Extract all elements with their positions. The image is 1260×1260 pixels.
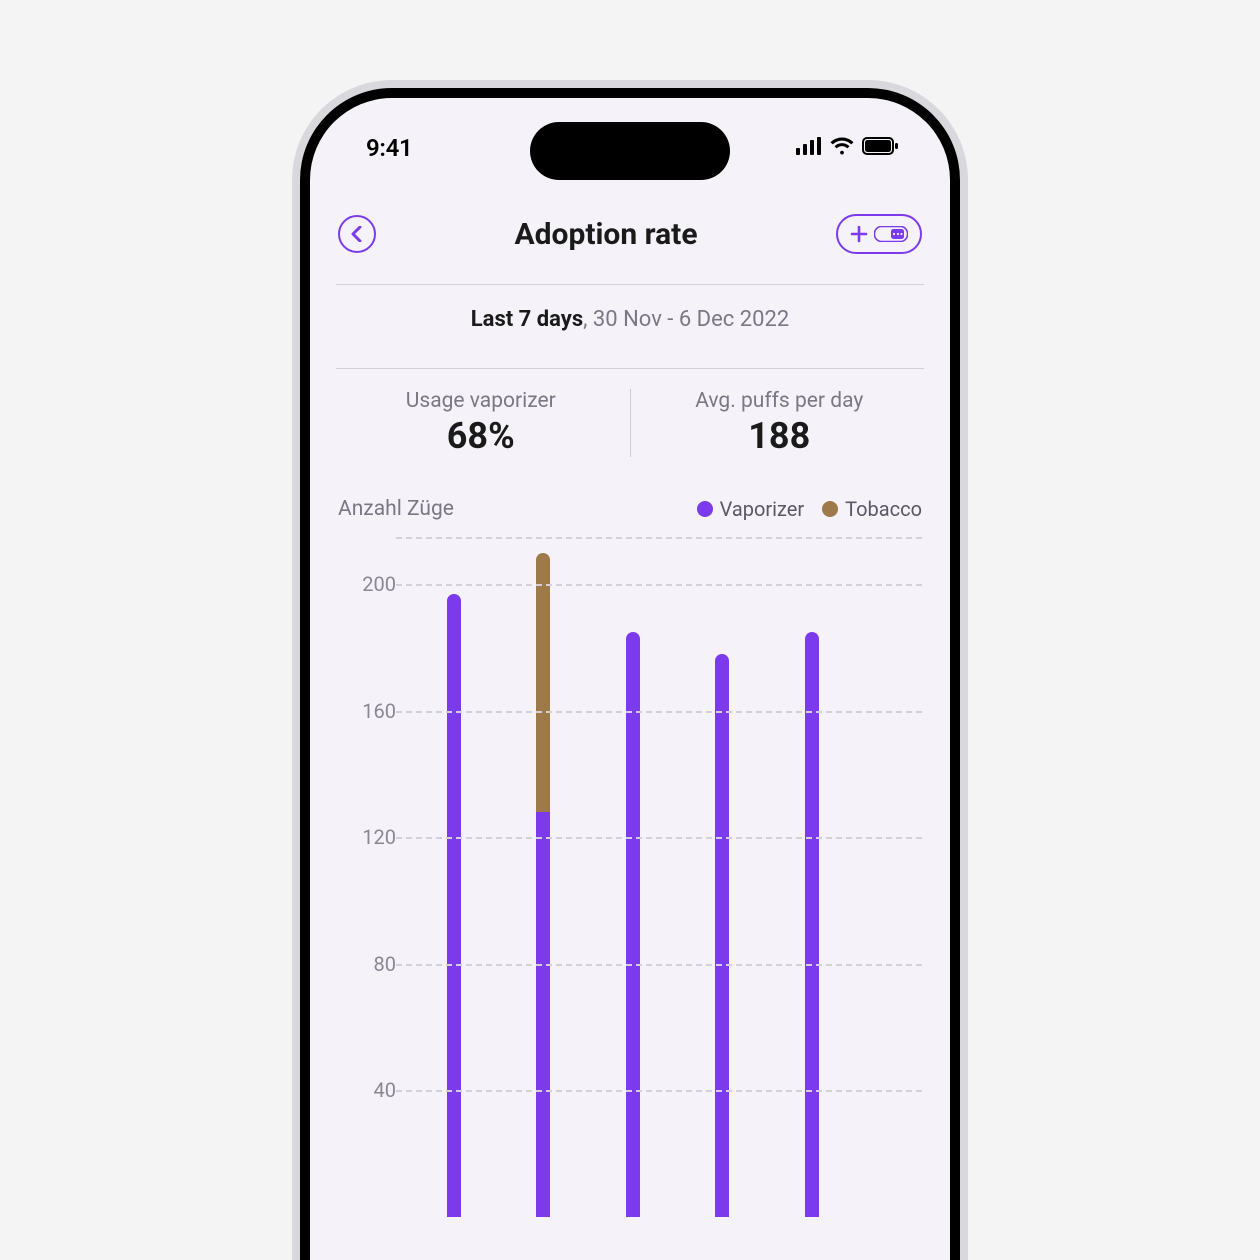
chart-legend: Vaporizer Tobacco	[697, 497, 922, 521]
plus-icon	[850, 225, 868, 243]
legend-item-vaporizer: Vaporizer	[697, 497, 805, 521]
stat-avg-puffs: Avg. puffs per day 188	[637, 389, 923, 457]
bar-segment-vaporizer	[447, 594, 461, 1217]
status-time: 9:41	[366, 134, 412, 162]
wifi-icon	[830, 137, 854, 159]
date-range-value: , 30 Nov - 6 Dec 2022	[583, 307, 789, 332]
cellular-icon	[796, 137, 822, 159]
date-range[interactable]: Last 7 days, 30 Nov - 6 Dec 2022	[338, 285, 922, 354]
stat-usage-vaporizer: Usage vaporizer 68%	[338, 389, 624, 457]
chart-plot	[396, 537, 922, 1217]
legend-label: Tobacco	[845, 497, 922, 521]
legend-label: Vaporizer	[720, 497, 805, 521]
stats-row: Usage vaporizer 68% Avg. puffs per day 1…	[338, 369, 922, 467]
stat-value: 68%	[338, 415, 624, 457]
chart-bar[interactable]	[715, 537, 729, 1217]
stat-label: Avg. puffs per day	[637, 389, 923, 413]
chart-bar[interactable]	[447, 537, 461, 1217]
chart-y-title: Anzahl Züge	[338, 497, 454, 521]
bar-segment-vaporizer	[805, 632, 819, 1217]
chart-bar[interactable]	[626, 537, 640, 1217]
chart-gridline	[396, 537, 922, 539]
chart-y-tick: 80	[346, 952, 396, 976]
bar-segment-tobacco	[536, 553, 550, 812]
app-header: Adoption rate	[338, 198, 922, 270]
chart-gridline	[396, 837, 922, 839]
chart-y-tick: 40	[346, 1078, 396, 1102]
bar-segment-vaporizer	[536, 812, 550, 1217]
device-icon	[874, 226, 908, 242]
chart-y-tick: 120	[346, 825, 396, 849]
back-button[interactable]	[338, 215, 376, 253]
page-title: Adoption rate	[514, 217, 697, 252]
chart-y-axis: 200 160 120 80 40	[338, 537, 396, 1217]
phone-frame: 9:41	[292, 80, 968, 1260]
legend-dot	[822, 501, 838, 517]
add-device-button[interactable]	[836, 214, 922, 254]
battery-icon	[862, 137, 898, 159]
bar-segment-vaporizer	[626, 632, 640, 1217]
stat-label: Usage vaporizer	[338, 389, 624, 413]
chart-gridline	[396, 711, 922, 713]
date-range-label: Last 7 days	[471, 307, 583, 332]
chart-gridline	[396, 584, 922, 586]
chart-gridline	[396, 1090, 922, 1092]
chart-bar[interactable]	[536, 537, 550, 1217]
chart-y-tick: 160	[346, 699, 396, 723]
chart: 200 160 120 80 40	[338, 537, 922, 1217]
legend-item-tobacco: Tobacco	[822, 497, 922, 521]
stat-value: 188	[637, 415, 923, 457]
chart-bar[interactable]	[805, 537, 819, 1217]
chart-header: Anzahl Züge Vaporizer Tobacco	[338, 497, 922, 521]
legend-dot	[697, 501, 713, 517]
chart-gridline	[396, 964, 922, 966]
dynamic-island	[530, 122, 730, 180]
bar-segment-vaporizer	[715, 654, 729, 1217]
stat-separator	[630, 389, 631, 457]
chart-y-tick: 200	[346, 572, 396, 596]
chevron-left-icon	[350, 226, 364, 242]
screen: 9:41	[310, 98, 950, 1260]
